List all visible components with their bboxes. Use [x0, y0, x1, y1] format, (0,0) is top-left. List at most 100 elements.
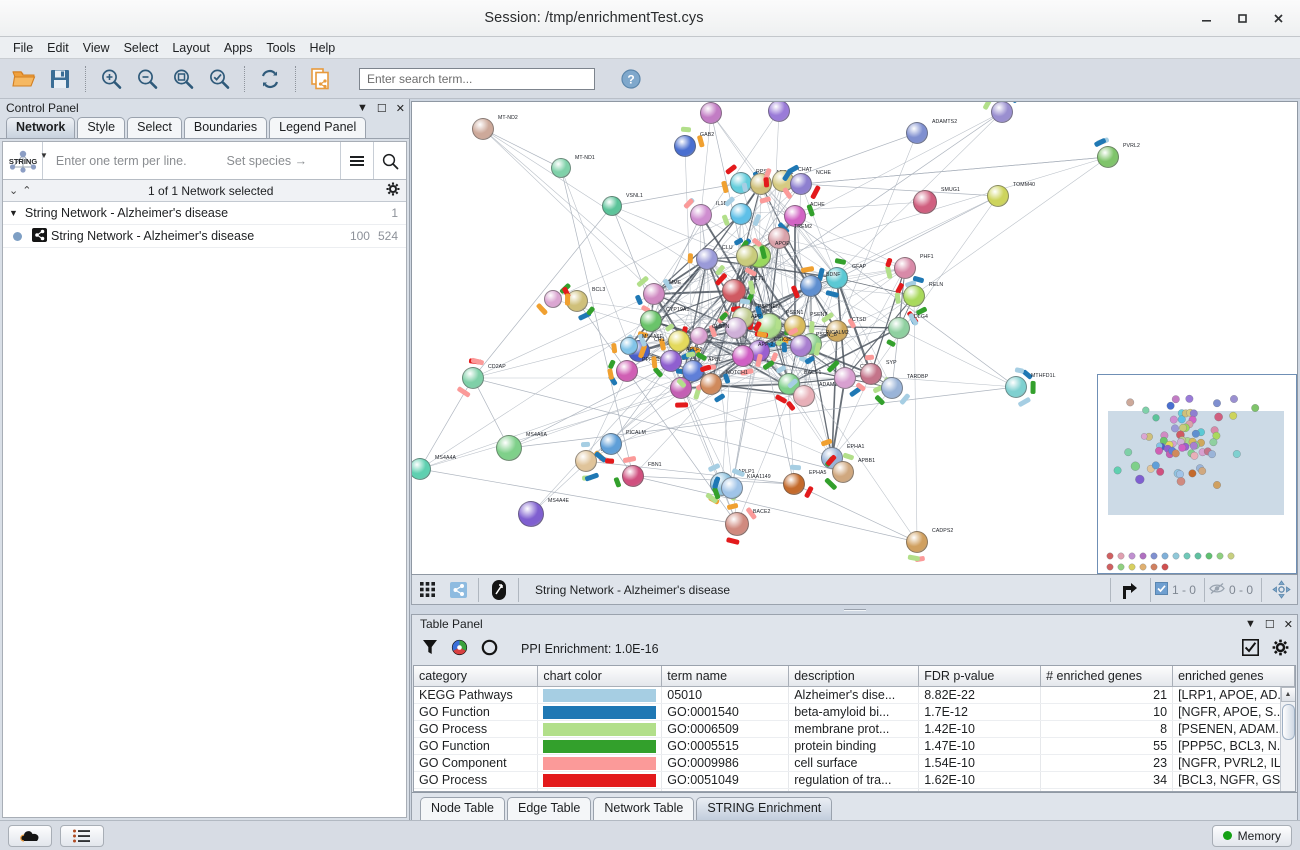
network-node[interactable] [903, 285, 925, 307]
network-node[interactable] [832, 461, 854, 483]
refresh-icon[interactable] [252, 63, 288, 95]
column-header-enriched-gene-count[interactable]: # enriched genes [1040, 666, 1174, 687]
network-node[interactable] [768, 102, 790, 122]
tab-node-table[interactable]: Node Table [420, 797, 506, 820]
expand-triangle-icon[interactable]: ▼ [9, 208, 18, 218]
column-header-term-name[interactable]: term name [661, 666, 790, 687]
zoom-selected-icon[interactable] [201, 63, 237, 95]
column-header-chart-color[interactable]: chart color [537, 666, 663, 687]
network-settings-gear-icon[interactable] [386, 182, 400, 199]
network-node[interactable] [640, 310, 662, 332]
checkbox-icon[interactable] [1154, 581, 1168, 598]
network-node[interactable] [696, 248, 718, 270]
network-node[interactable] [826, 320, 848, 342]
network-node[interactable] [881, 377, 903, 399]
tab-network-table[interactable]: Network Table [593, 797, 695, 820]
table-row[interactable]: KEGG Pathways 05010 Alzheimer's dise... 8.8… [414, 686, 1295, 704]
network-node[interactable] [616, 360, 638, 382]
network-node[interactable] [894, 257, 916, 279]
menu-edit[interactable]: Edit [47, 40, 69, 55]
network-node[interactable] [643, 283, 665, 305]
network-graph[interactable]: MT-ND2MT-ND1VSNL1GAB2RPS1IL1BABCA1CHATNC… [412, 102, 1297, 574]
network-node[interactable] [1097, 146, 1119, 168]
string-term-input[interactable]: Enter one term per line. Set species → [48, 142, 340, 179]
string-logo-icon[interactable]: STRING [3, 142, 43, 179]
table-row[interactable]: GO Function GO:0005515 protein binding 1.47… [414, 737, 1295, 755]
network-node[interactable] [834, 367, 856, 389]
string-options-menu-icon[interactable] [340, 142, 373, 179]
table-panel-float-icon[interactable]: ☐ [1264, 618, 1275, 631]
network-node[interactable] [888, 317, 910, 339]
donut-icon[interactable] [481, 639, 498, 659]
menu-tools[interactable]: Tools [266, 40, 296, 55]
network-node[interactable] [800, 275, 822, 297]
table-panel-dropdown-icon[interactable]: ▼ [1245, 618, 1256, 630]
table-row[interactable]: GO Process GO:0051049 regulation of tra...… [414, 771, 1295, 789]
network-node[interactable] [600, 433, 622, 455]
enrichment-table-wrapper[interactable]: category chart color term name descripti… [413, 665, 1296, 792]
memory-status-button[interactable]: Memory [1211, 824, 1292, 847]
column-header-description[interactable]: description [788, 666, 920, 687]
set-species-link[interactable]: Set species → [226, 153, 308, 168]
collapse-all-icon[interactable]: ⌄ [9, 185, 19, 197]
network-node[interactable] [660, 350, 682, 372]
control-panel-float-icon[interactable]: ☐ [376, 102, 387, 115]
menu-help[interactable]: Help [309, 40, 336, 55]
horizontal-splitter[interactable] [410, 605, 1300, 614]
network-node[interactable] [991, 102, 1013, 123]
network-node[interactable] [913, 190, 937, 214]
table-row[interactable]: GO Function GO:0001540 beta-amyloid bi... 1… [414, 703, 1295, 721]
control-panel-close-icon[interactable]: ✕ [395, 102, 405, 115]
help-icon[interactable]: ? [613, 63, 649, 95]
tab-style[interactable]: Style [77, 117, 126, 138]
network-node[interactable] [551, 158, 571, 178]
network-node[interactable] [622, 465, 644, 487]
network-node[interactable] [793, 385, 815, 407]
table-row[interactable]: GO Process GO:0019220regulation of ph...1… [414, 788, 1295, 791]
tab-network[interactable]: Network [6, 117, 76, 138]
tab-string-enrichment[interactable]: STRING Enrichment [696, 797, 833, 820]
filter-icon[interactable] [422, 639, 438, 659]
network-node[interactable] [732, 345, 754, 367]
save-icon[interactable] [42, 63, 78, 95]
tab-edge-table[interactable]: Edge Table [507, 797, 592, 820]
table-vertical-scrollbar[interactable]: ▲ [1280, 687, 1295, 791]
network-node[interactable] [860, 363, 882, 385]
zoom-out-icon[interactable] [129, 63, 165, 95]
annotation-icon[interactable] [483, 577, 514, 603]
network-node[interactable] [690, 327, 708, 345]
tab-legend-panel[interactable]: Legend Panel [269, 117, 367, 138]
network-node[interactable] [620, 337, 638, 355]
column-header-enriched-genes[interactable]: enriched genes [1172, 666, 1295, 687]
export-network-icon[interactable] [303, 63, 339, 95]
network-node[interactable] [496, 435, 522, 461]
minimize-icon[interactable] [1188, 3, 1224, 33]
scrollbar-thumb[interactable] [1281, 704, 1295, 740]
maximize-icon[interactable] [1224, 3, 1260, 33]
network-node[interactable] [725, 512, 749, 536]
network-node[interactable] [784, 315, 806, 337]
hidden-eye-icon[interactable] [1209, 582, 1225, 598]
control-panel-dropdown-icon[interactable]: ▼ [357, 102, 368, 114]
zoom-in-icon[interactable] [93, 63, 129, 95]
menu-apps[interactable]: Apps [223, 40, 253, 55]
column-header-category[interactable]: category [414, 666, 539, 687]
network-node[interactable] [690, 204, 712, 226]
network-node[interactable] [730, 203, 752, 225]
table-row[interactable]: GO Component GO:0009986 cell surface 1.54E-… [414, 754, 1295, 772]
network-node[interactable] [412, 458, 431, 480]
zoom-fit-icon[interactable] [165, 63, 201, 95]
column-header-fdr-pvalue[interactable]: FDR p-value [918, 666, 1042, 687]
string-search-icon[interactable] [373, 142, 406, 179]
network-node[interactable] [768, 227, 790, 249]
network-node[interactable] [722, 279, 746, 303]
network-node[interactable] [674, 135, 696, 157]
scroll-up-arrow-icon[interactable]: ▲ [1280, 687, 1295, 702]
select-all-icon[interactable] [1242, 639, 1259, 659]
network-node[interactable] [602, 196, 622, 216]
settings-gear-icon[interactable] [1272, 639, 1289, 659]
network-node[interactable] [518, 501, 544, 527]
network-node[interactable] [784, 205, 806, 227]
tab-select[interactable]: Select [127, 117, 182, 138]
close-icon[interactable] [1260, 3, 1296, 33]
